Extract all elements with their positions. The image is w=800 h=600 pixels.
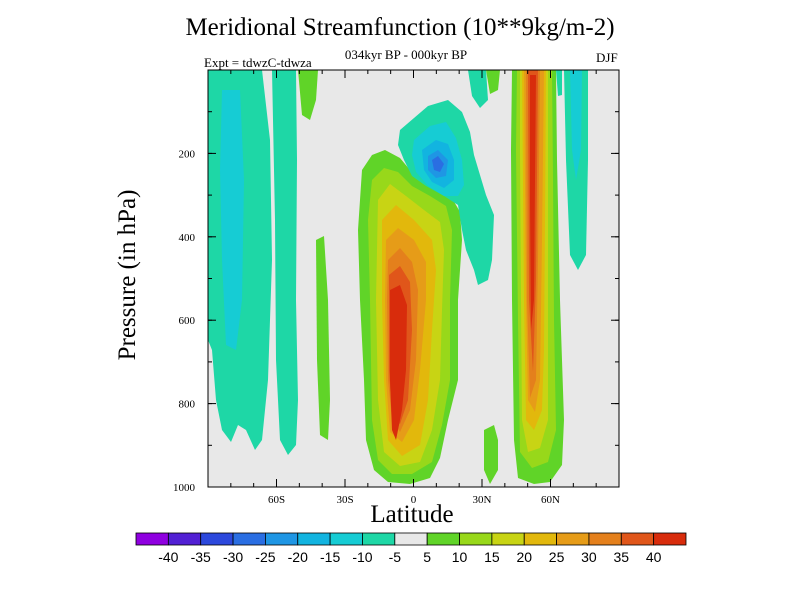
- y-tick-label: 1000: [173, 482, 196, 494]
- colorbar-label: -35: [191, 549, 211, 565]
- colorbar-label: 35: [614, 549, 630, 565]
- colorbar-swatch: [394, 532, 428, 546]
- colorbar-label: -10: [352, 549, 372, 565]
- contour-field: [208, 70, 588, 484]
- colorbar-swatch: [491, 532, 525, 546]
- colorbar-swatch: [232, 532, 266, 546]
- colorbar-label: -15: [320, 549, 340, 565]
- colorbar-swatch: [362, 532, 396, 546]
- colorbar-swatch: [653, 532, 687, 546]
- chart-subtitle-right: DJF: [596, 50, 618, 65]
- contour-pos5-north-bit: [486, 70, 500, 94]
- y-tick-label: 400: [179, 232, 196, 244]
- contour-neg5-upper-b: [468, 70, 488, 108]
- contour-neg5-south-b: [272, 70, 298, 455]
- colorbar-swatch: [459, 532, 493, 546]
- chart-title: Meridional Streamfunction (10**9kg/m-2): [185, 14, 615, 41]
- x-tick-label: 0: [411, 494, 417, 506]
- contour-pos40-north: [530, 75, 536, 330]
- x-tick-label: 60S: [268, 494, 285, 506]
- contour-pos5-bit-c: [484, 425, 498, 484]
- colorbar-label: -20: [288, 549, 308, 565]
- colorbar-label: -5: [389, 549, 402, 565]
- colorbar-swatch: [265, 532, 299, 546]
- colorbar-swatch: [620, 532, 655, 546]
- colorbar-swatch: [167, 532, 202, 546]
- colorbar-label: 15: [484, 549, 500, 565]
- chart-subtitle-left: Expt = tdwzC-tdwza: [204, 55, 312, 70]
- colorbar: -40 -35 -30 -25 -20 -15 -10 -5 5 10 15 20 25 30 35 40: [135, 532, 687, 565]
- y-tick-label: 600: [179, 315, 196, 327]
- y-tick-label: 800: [179, 399, 196, 411]
- colorbar-swatch: [523, 532, 557, 546]
- colorbar-swatch: [135, 532, 169, 546]
- colorbar-swatch: [426, 532, 460, 546]
- colorbar-label: 30: [581, 549, 597, 565]
- colorbar-label: 10: [452, 549, 468, 565]
- colorbar-swatch: [329, 532, 363, 546]
- contour-pos40-tropic: [390, 285, 407, 440]
- colorbar-label: 25: [549, 549, 565, 565]
- colorbar-label: -30: [223, 549, 243, 565]
- colorbar-swatch: [556, 532, 590, 546]
- contour-pos5-bit-a: [316, 236, 330, 440]
- colorbar-swatch: [200, 532, 234, 546]
- y-tick-label: 200: [179, 148, 196, 160]
- colorbar-label: 5: [423, 549, 431, 565]
- contour-pos5-bit-b: [298, 70, 318, 120]
- colorbar-label: 40: [646, 549, 662, 565]
- axes: 60S 30S 0 30N 60N 200 400 600 800 1000: [173, 69, 620, 506]
- x-tick-label: 30N: [473, 494, 492, 506]
- colorbar-swatch: [297, 532, 331, 546]
- x-axis-label: Latitude: [370, 501, 454, 528]
- plot-area: [208, 70, 619, 487]
- colorbar-label: -25: [255, 549, 275, 565]
- colorbar-swatch: [588, 532, 622, 546]
- contour-neg5-north-b: [556, 70, 562, 96]
- colorbar-label: 20: [516, 549, 532, 565]
- contour-neg10-south: [220, 90, 244, 350]
- contour-neg10-north: [570, 70, 582, 180]
- contour-neg25-upper: [432, 156, 444, 172]
- x-tick-label: 30S: [336, 494, 353, 506]
- x-tick-label: 60N: [541, 494, 560, 506]
- colorbar-label: -40: [158, 549, 178, 565]
- chart-subtitle-center: 034kyr BP - 000kyr BP: [344, 47, 468, 62]
